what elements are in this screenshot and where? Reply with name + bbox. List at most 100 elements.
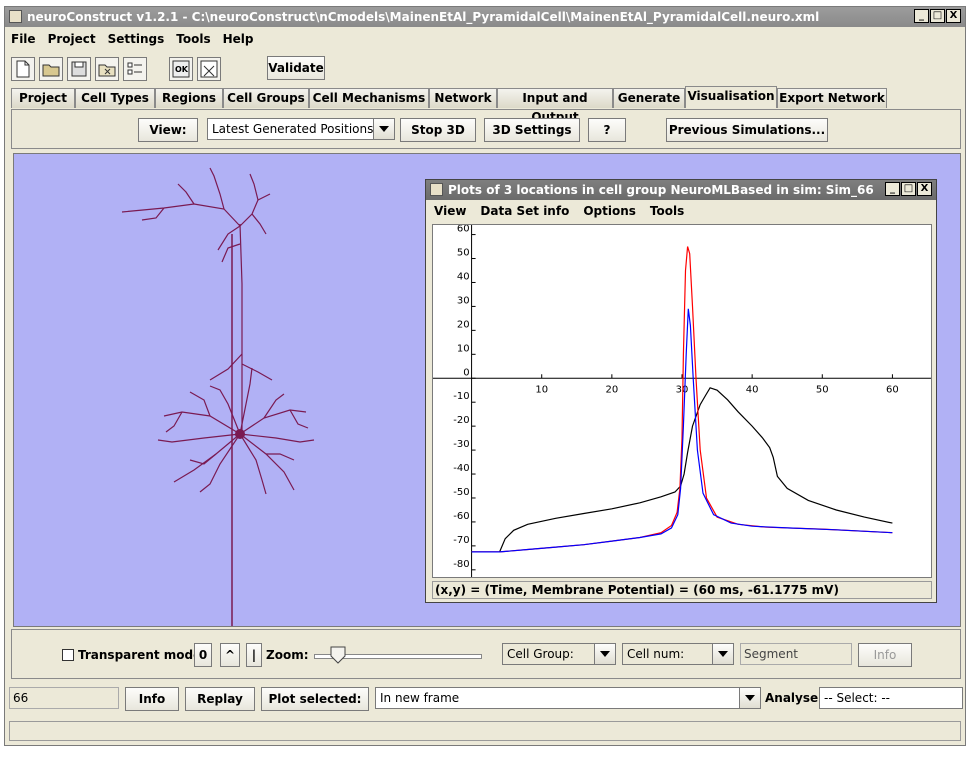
x-tick-label: 40: [746, 384, 759, 395]
zoom-label: Zoom:: [266, 648, 309, 662]
analyse-select-value: -- Select: --: [824, 691, 891, 705]
view-label-button[interactable]: View:: [138, 118, 198, 142]
menu-file[interactable]: File: [11, 32, 36, 46]
reset-zero-button[interactable]: 0: [194, 643, 212, 667]
plot-menu-dataset-info[interactable]: Data Set info: [480, 204, 570, 218]
zoom-slider-thumb[interactable]: [329, 646, 349, 664]
previous-simulations-button[interactable]: Previous Simulations...: [666, 118, 828, 142]
y-tick-label: 50: [457, 248, 470, 259]
new-project-icon[interactable]: [11, 57, 35, 81]
y-tick-label: 20: [457, 319, 470, 330]
chevron-down-icon[interactable]: [739, 688, 760, 708]
info-button[interactable]: Info: [125, 687, 179, 711]
tab-generate[interactable]: Generate: [613, 88, 685, 108]
plot-maximize-button[interactable]: □: [901, 182, 916, 196]
series-line-2: [471, 308, 893, 553]
close-project-icon[interactable]: [95, 57, 119, 81]
sim-field[interactable]: 66: [9, 687, 119, 709]
view-select-value: Latest Generated Positions: [212, 122, 374, 136]
zoom-slider[interactable]: [314, 646, 484, 664]
help-button[interactable]: ?: [588, 118, 626, 142]
replay-button[interactable]: Replay: [185, 687, 255, 711]
cell-num-select-value: Cell num:: [627, 647, 685, 661]
tab-cell-groups[interactable]: Cell Groups: [223, 88, 309, 108]
project-info-icon[interactable]: [123, 57, 147, 81]
x-tick-label: 30: [676, 384, 689, 395]
transparent-mode-label: Transparent mode: [78, 648, 202, 662]
plot-status-bar: (x,y) = (Time, Membrane Potential) = (60…: [432, 581, 932, 599]
close-button[interactable]: X: [946, 9, 961, 23]
tab-network[interactable]: Network: [429, 88, 497, 108]
menu-project[interactable]: Project: [47, 32, 96, 46]
check-options-icon[interactable]: OK: [169, 57, 193, 81]
3d-settings-button[interactable]: 3D Settings: [484, 118, 580, 142]
y-tick-label: -20: [453, 415, 469, 426]
analyse-select[interactable]: -- Select: --: [819, 687, 963, 709]
tab-visualisation[interactable]: Visualisation: [685, 86, 777, 108]
y-tick-label: -10: [453, 391, 469, 402]
plot-minimize-button[interactable]: _: [885, 182, 900, 196]
window-title: neuroConstruct v1.2.1 - C:\neuroConstruc…: [27, 10, 820, 24]
plot-menu-options[interactable]: Options: [583, 204, 636, 218]
tab-input-output[interactable]: Input and Output: [497, 88, 613, 124]
save-project-icon[interactable]: [67, 57, 91, 81]
status-bar: [9, 721, 961, 741]
cell-num-select[interactable]: Cell num:: [622, 643, 734, 665]
y-tick-label: -80: [453, 559, 469, 570]
view-select[interactable]: Latest Generated Positions: [207, 118, 395, 140]
java-app-icon: [9, 10, 22, 23]
plot-frame-select[interactable]: In new frame: [375, 687, 761, 709]
x-tick-label: 50: [816, 384, 829, 395]
y-tick-label: -60: [453, 511, 469, 522]
y-tick-label: 0: [463, 367, 469, 378]
chevron-down-icon[interactable]: [594, 644, 615, 664]
y-tick-label: -70: [453, 535, 469, 546]
menu-help[interactable]: Help: [222, 32, 254, 46]
x-tick-label: 10: [535, 384, 548, 395]
y-tick-label: 30: [457, 295, 470, 306]
up-view-button[interactable]: ^: [220, 643, 240, 667]
tab-cell-types[interactable]: Cell Types: [75, 88, 155, 108]
series-line-1: [471, 246, 893, 553]
x-tick-label: 20: [605, 384, 618, 395]
segment-field[interactable]: Segment: [740, 643, 852, 665]
stop-3d-button[interactable]: Stop 3D: [400, 118, 476, 142]
membrane-potential-chart: 10 20 30 40 50 60 60 50 40 30 20 10 0 -10 -20 -30 -40 -50…: [433, 224, 931, 577]
toolbar: OK: [11, 54, 225, 84]
visualisation-controls: Transparent mode 0 ^ | Zoom: Cell Group:…: [11, 629, 961, 679]
y-tick-label: -30: [453, 439, 469, 450]
chevron-down-icon[interactable]: [712, 644, 733, 664]
svg-text:OK: OK: [175, 65, 189, 74]
segment-info-button[interactable]: Info: [858, 643, 912, 667]
x-tick-label: 60: [886, 384, 899, 395]
series-line-0: [499, 387, 893, 553]
y-tick-label: 60: [457, 225, 470, 235]
plot-selected-button[interactable]: Plot selected:: [261, 687, 369, 711]
transparent-mode-checkbox[interactable]: [62, 649, 74, 661]
tab-export-network[interactable]: Export Network: [777, 88, 887, 108]
validate-button[interactable]: Validate: [267, 56, 325, 80]
plot-window: Plots of 3 locations in cell group Neuro…: [425, 179, 937, 603]
plot-menu-view[interactable]: View: [434, 204, 467, 218]
open-project-icon[interactable]: [39, 57, 63, 81]
y-tick-label: 10: [457, 343, 470, 354]
cell-group-select[interactable]: Cell Group:: [502, 643, 616, 665]
clear-icon[interactable]: [197, 57, 221, 81]
tab-cell-mechanisms[interactable]: Cell Mechanisms: [309, 88, 429, 108]
tab-project[interactable]: Project: [11, 88, 75, 108]
maximize-button[interactable]: □: [930, 9, 945, 23]
y-tick-label: -50: [453, 487, 469, 498]
cell-group-select-value: Cell Group:: [507, 647, 574, 661]
plot-menu-tools[interactable]: Tools: [649, 204, 685, 218]
simulation-controls: 66 Info Replay Plot selected: In new fra…: [9, 685, 965, 713]
menu-settings[interactable]: Settings: [107, 32, 165, 46]
vertical-view-button[interactable]: |: [246, 643, 262, 667]
chevron-down-icon[interactable]: [373, 119, 394, 139]
plot-area[interactable]: 10 20 30 40 50 60 60 50 40 30 20 10 0 -10 -20 -30 -40 -50…: [432, 224, 932, 578]
segment-field-placeholder: Segment: [744, 647, 798, 661]
menu-bar: File Project Settings Tools Help: [5, 29, 260, 49]
menu-tools[interactable]: Tools: [176, 32, 211, 46]
plot-close-button[interactable]: X: [917, 182, 932, 196]
tab-regions[interactable]: Regions: [155, 88, 223, 108]
minimize-button[interactable]: _: [914, 9, 929, 23]
